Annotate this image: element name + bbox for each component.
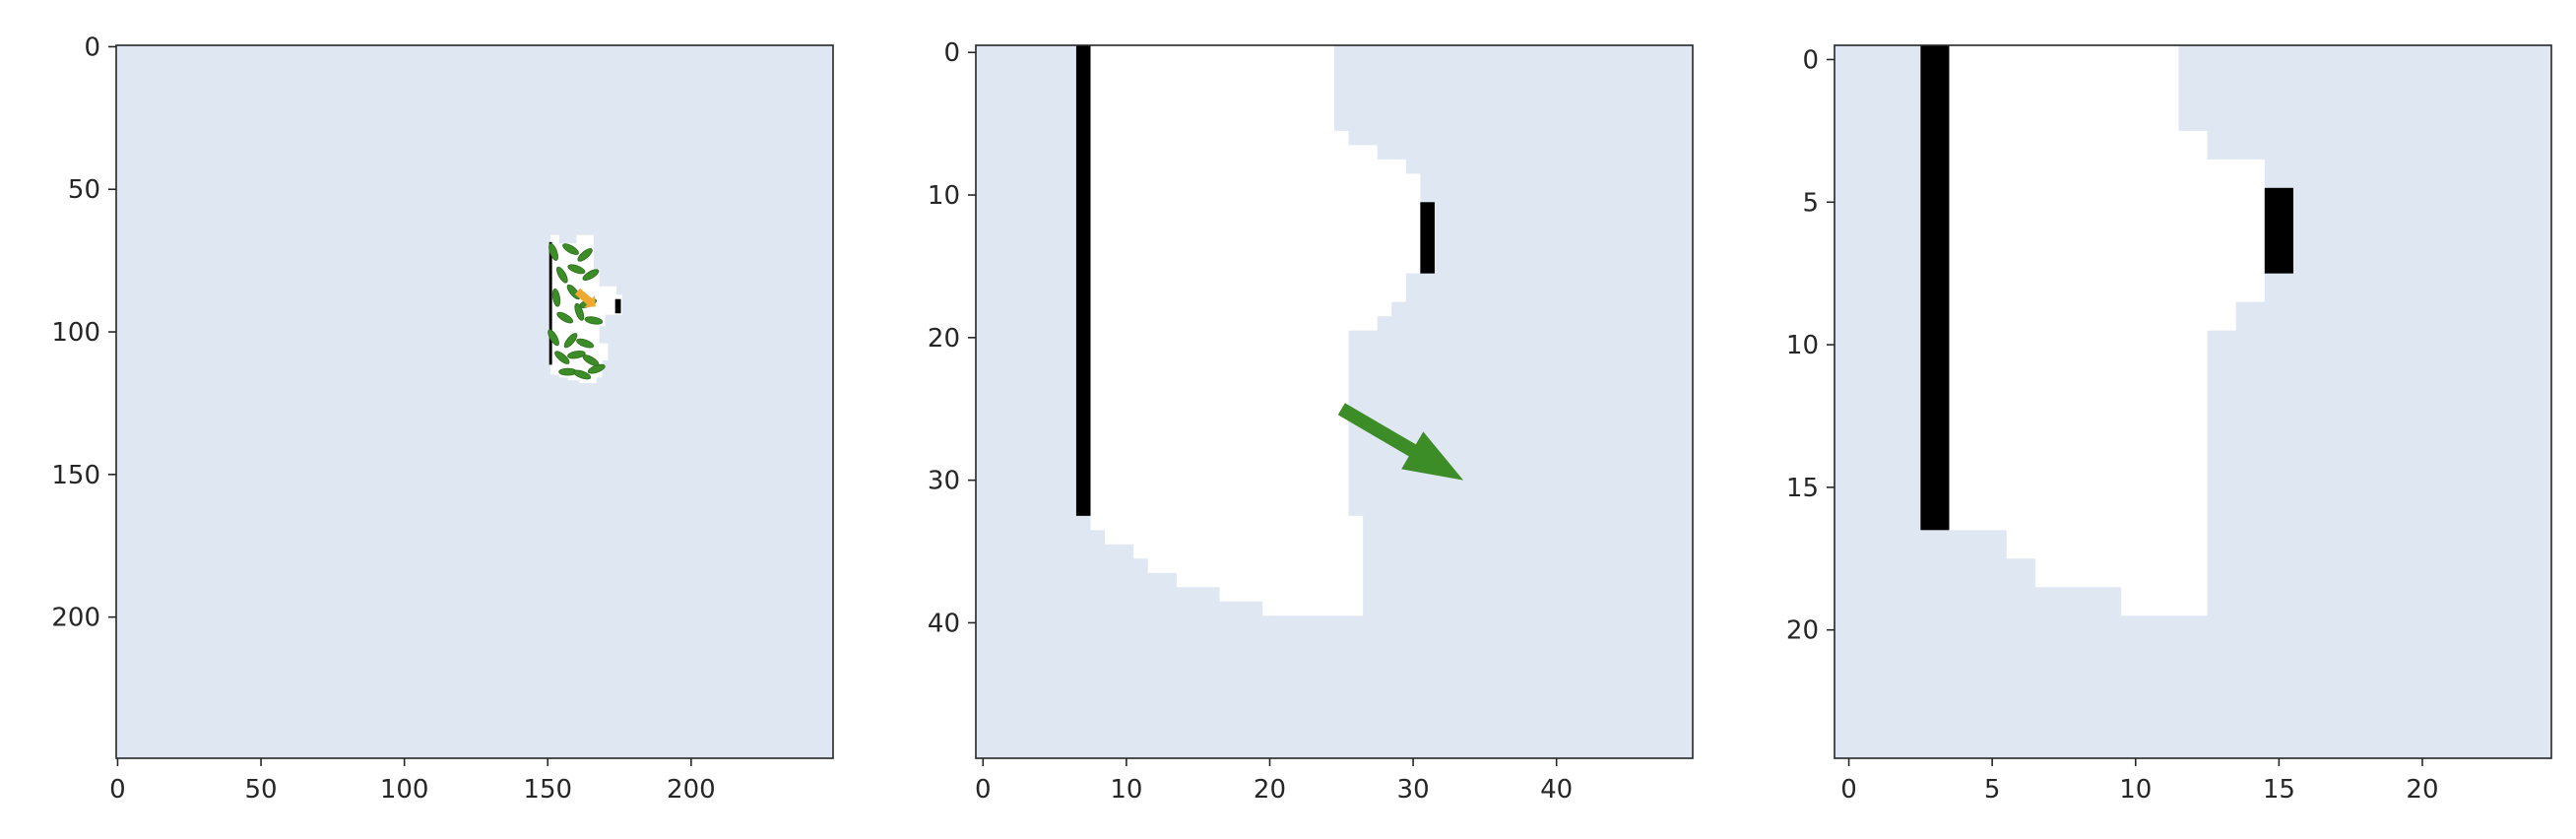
obstacle-wall	[614, 298, 621, 314]
y-tick-label: 0	[1802, 45, 1819, 75]
leaf-marker	[584, 316, 604, 325]
axes-frame	[1834, 44, 2552, 759]
chart-panel-3: 0 5 10 15 20 0 5 10 15 20	[1786, 44, 2552, 805]
leaf-marker	[562, 243, 579, 255]
x-tick-label: 50	[245, 775, 278, 805]
x-tick-label: 15	[2263, 775, 2295, 805]
leaf-marker	[563, 333, 578, 349]
x-tick-label: 200	[667, 775, 716, 805]
y-tick-label: 20	[1786, 616, 1819, 646]
x-tick-label: 10	[2119, 775, 2152, 805]
y-tick-label: 0	[943, 38, 960, 68]
leaf-marker	[567, 351, 586, 359]
leaf-marker	[582, 269, 600, 281]
chart-panel-2: 0 10 20 30 40 0 10 20 30 40	[928, 38, 1694, 805]
x-tick-label: 0	[109, 775, 126, 805]
axes-frame	[115, 44, 834, 759]
obstacle-wall	[548, 241, 552, 365]
leaf-marker	[567, 264, 586, 275]
obstacle-wall	[1920, 45, 1950, 531]
x-tick-label: 150	[523, 775, 572, 805]
leaf-marker	[556, 311, 574, 324]
y-tick-label: 20	[928, 324, 960, 354]
x-tick-label: 0	[975, 775, 992, 805]
leaf-marker	[573, 369, 592, 380]
obstacle-wall	[1420, 202, 1435, 274]
y-tick-label: 5	[1802, 188, 1819, 218]
unexplored-background	[116, 45, 833, 758]
direction-arrow	[1337, 403, 1464, 481]
x-tick-label: 0	[1840, 775, 1857, 805]
x-tick-label: 20	[2406, 775, 2438, 805]
chart-panel-1: 0 50 100 150 200 0 50 100 150 200	[51, 32, 834, 805]
axes-frame	[975, 44, 1694, 759]
y-tick-label: 200	[51, 604, 100, 633]
x-tick-label: 30	[1397, 775, 1430, 805]
y-tick-label: 100	[51, 318, 100, 348]
y-tick-label: 150	[51, 461, 100, 490]
explored-region	[1075, 45, 1421, 616]
leaf-marker	[551, 289, 561, 307]
leaf-marker	[548, 243, 558, 261]
explored-region	[1920, 45, 2265, 616]
x-tick-label: 100	[380, 775, 429, 805]
leaf-marker	[587, 363, 606, 374]
agent-marker	[574, 288, 596, 308]
y-tick-label: 50	[68, 175, 100, 205]
y-tick-label: 40	[928, 609, 960, 638]
leaf-marker	[576, 338, 595, 349]
x-tick-label: 40	[1540, 775, 1573, 805]
leaf-marker	[577, 248, 593, 262]
x-tick-label: 5	[1984, 775, 2001, 805]
leaf-marker	[574, 302, 585, 321]
leaf-marker	[555, 266, 568, 284]
y-tick-label: 15	[1786, 474, 1819, 503]
y-tick-label: 0	[84, 32, 100, 62]
y-tick-label: 30	[928, 467, 960, 496]
obstacle-wall	[2264, 187, 2293, 274]
y-tick-label: 10	[928, 181, 960, 211]
leaf-marker	[547, 329, 559, 347]
x-tick-label: 20	[1254, 775, 1286, 805]
leaf-marker	[554, 351, 570, 364]
y-tick-label: 10	[1786, 331, 1819, 360]
x-tick-label: 10	[1110, 775, 1142, 805]
obstacle-wall	[1075, 45, 1091, 516]
